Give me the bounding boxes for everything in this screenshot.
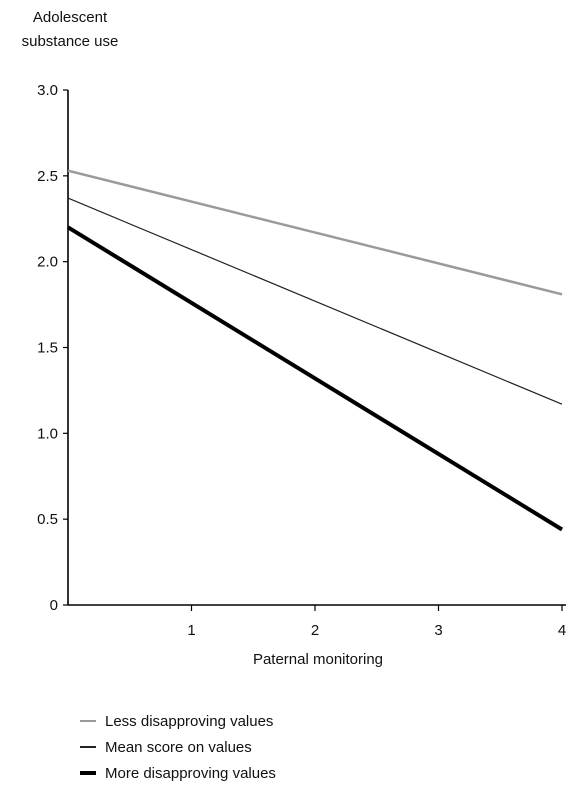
legend-swatch <box>80 719 96 723</box>
legend-swatch <box>80 746 96 748</box>
legend: Less disapproving values Mean score on v… <box>80 708 276 786</box>
x-tick-label: 1 <box>187 622 195 639</box>
legend-label: More disapproving values <box>105 764 276 782</box>
series-line <box>67 169 563 296</box>
series-line <box>67 197 563 405</box>
x-axis-title: Paternal monitoring <box>252 651 384 668</box>
legend-swatch <box>80 771 96 775</box>
x-ticks: 1 2 3 4 <box>187 605 566 639</box>
y-tick-label: 2.5 <box>37 168 58 185</box>
y-tick-label: 3.0 <box>37 82 58 99</box>
legend-item: Less disapproving values <box>80 708 276 734</box>
x-tick-label: 4 <box>558 622 566 639</box>
y-tick-label: 1.5 <box>37 340 58 357</box>
legend-label: Less disapproving values <box>105 712 274 730</box>
series-lines <box>66 169 564 532</box>
legend-item: More disapproving values <box>80 760 276 786</box>
legend-label: Mean score on values <box>105 738 252 756</box>
x-tick-label: 3 <box>434 622 442 639</box>
legend-item: Mean score on values <box>80 734 276 760</box>
y-ticks: 0 0.5 1.0 1.5 2.0 2.5 3.0 <box>37 82 68 614</box>
y-axis-title: Adolescent substance use <box>21 9 119 50</box>
y-tick-label: 1.0 <box>37 425 58 442</box>
y-tick-label: 0 <box>50 597 58 614</box>
x-tick-label: 2 <box>311 622 319 639</box>
y-tick-label: 2.0 <box>37 254 58 271</box>
series-line <box>66 225 564 532</box>
y-tick-label: 0.5 <box>37 511 58 528</box>
